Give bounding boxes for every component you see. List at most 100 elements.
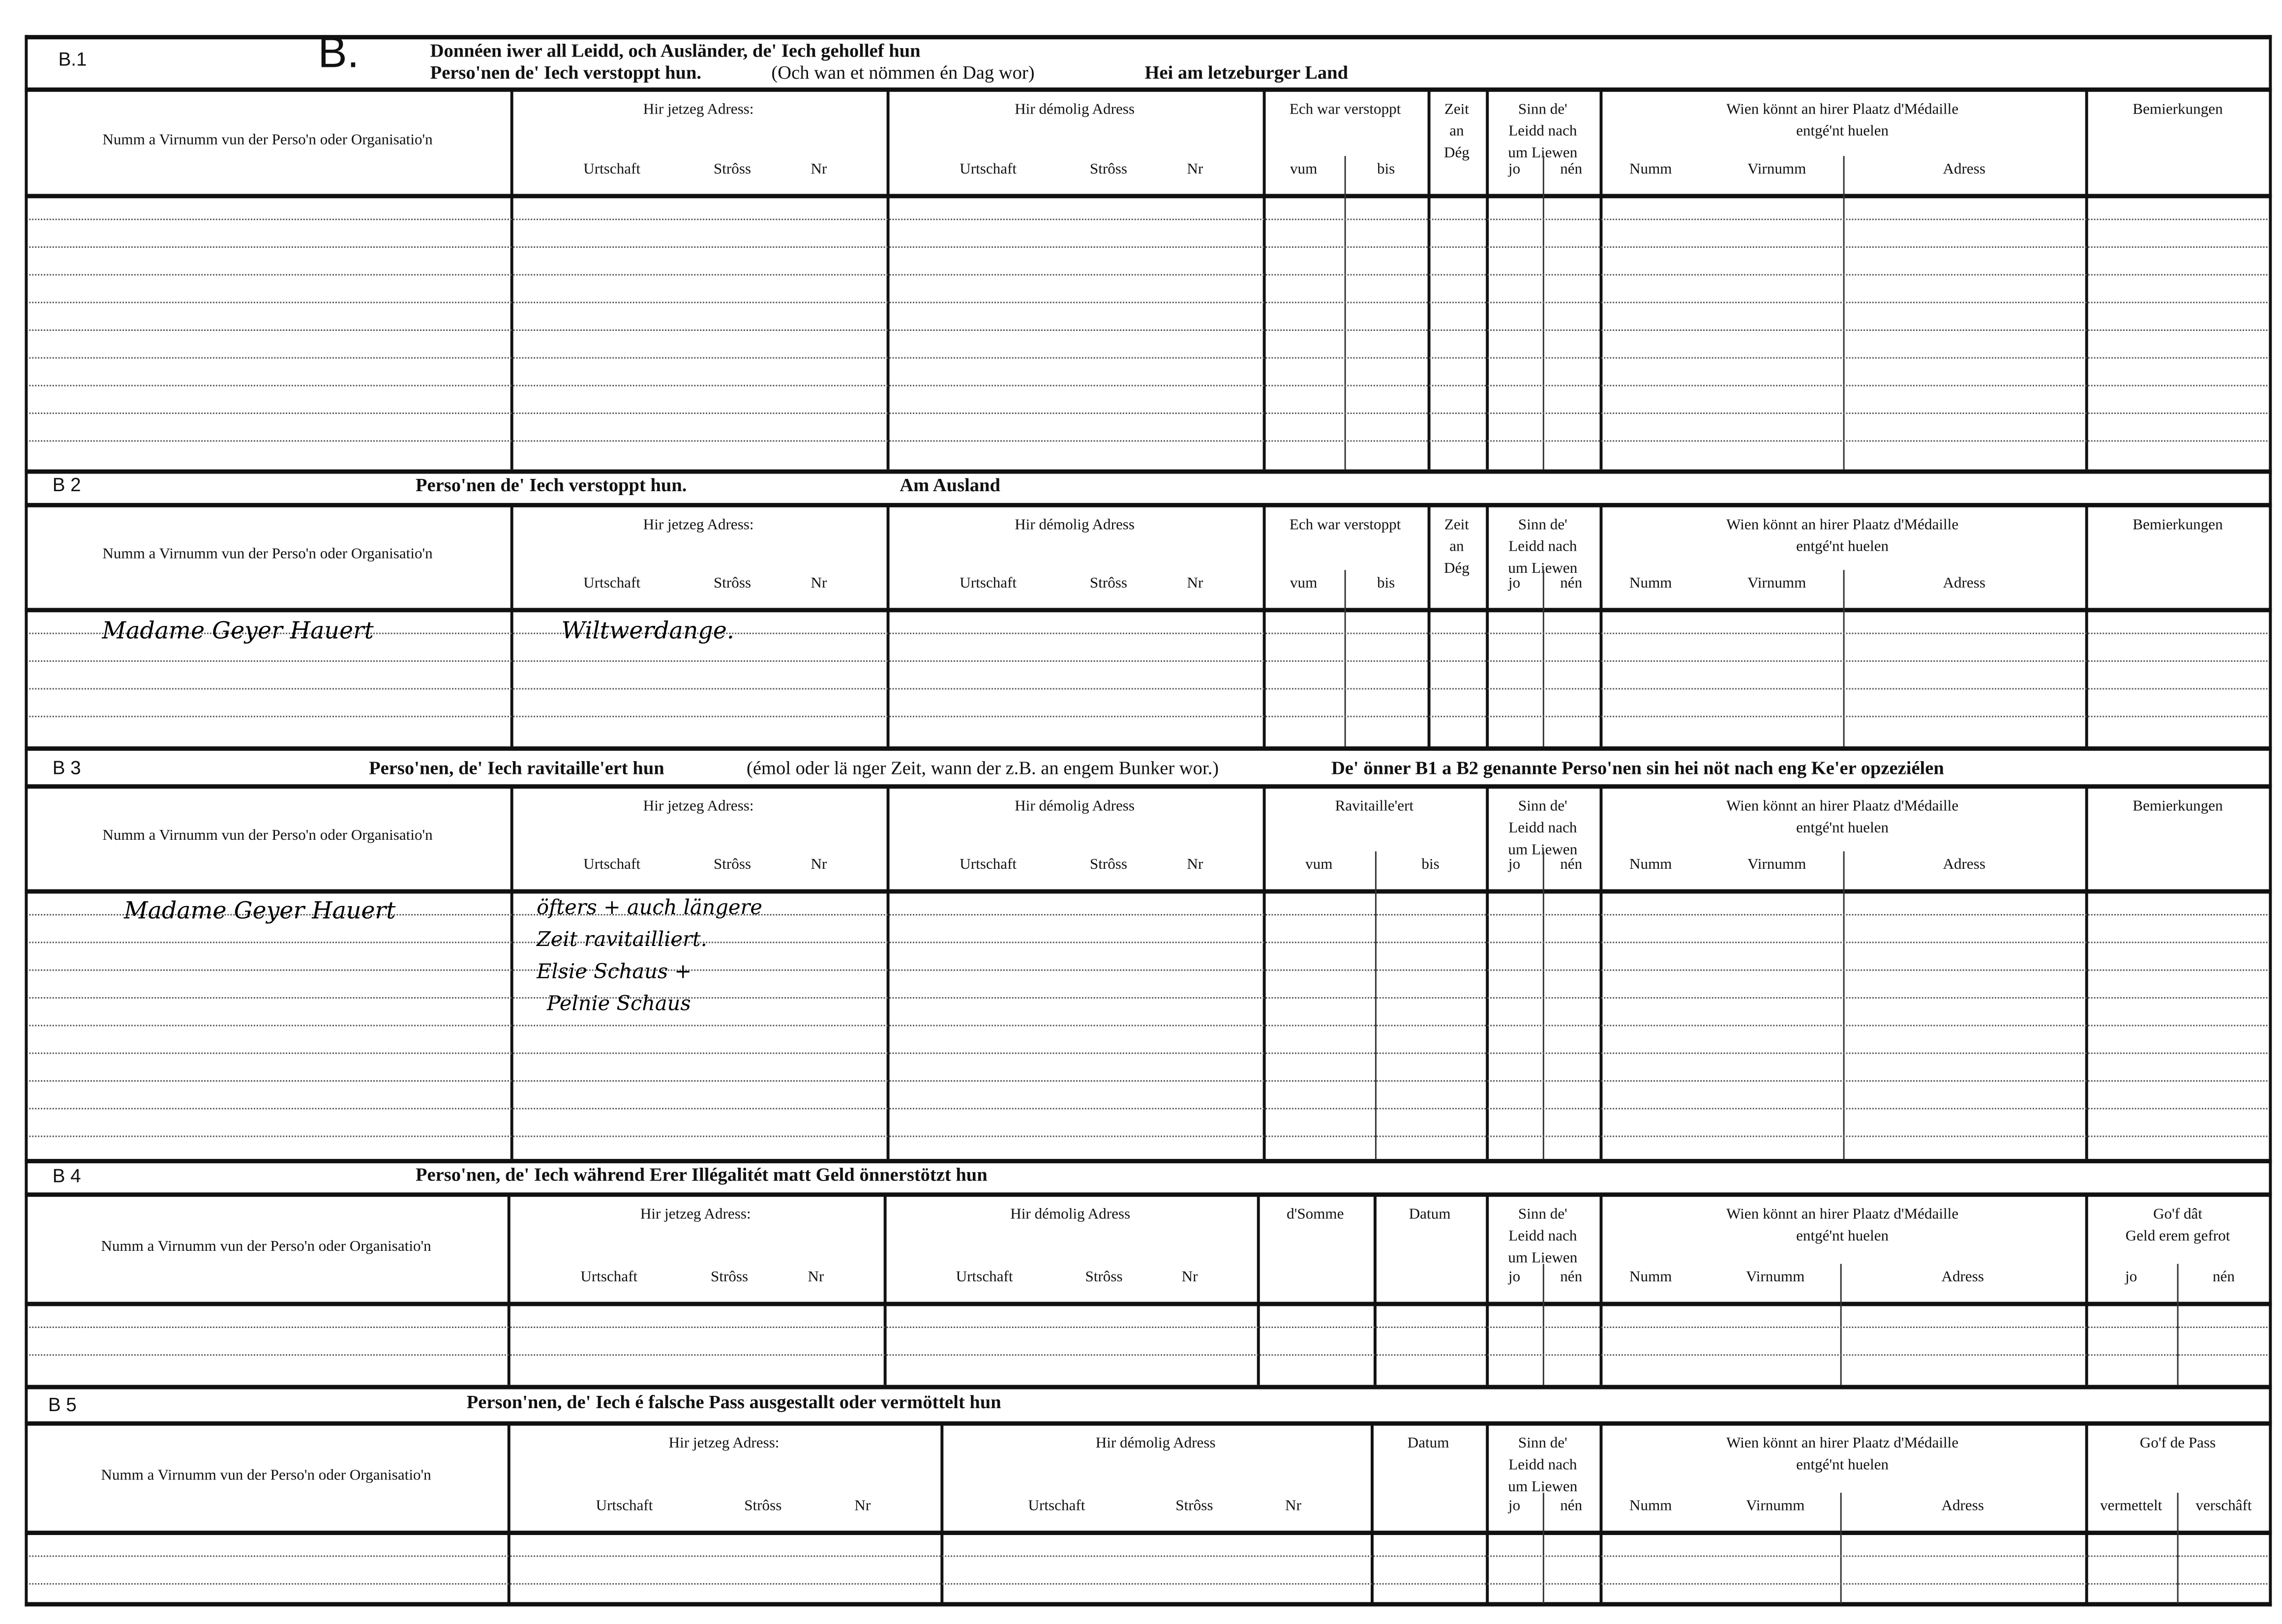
subcolumn-header: Strôss [1089, 857, 1128, 873]
writing-line [29, 914, 2268, 915]
section-b4-body-rule [25, 1301, 2272, 1306]
section-b3-code: B 3 [52, 756, 81, 779]
subcolumn-header: Urtschaft [1028, 1498, 1085, 1515]
subcolumn-divider [1344, 156, 1346, 470]
column-header: Zeit an Dég [1443, 517, 1470, 578]
column-header: Bemierkungen [2132, 102, 2223, 118]
subcolumn-header: Nr [1187, 576, 1203, 592]
subcolumn-header: nén [2212, 1270, 2235, 1286]
writing-line [29, 1052, 2268, 1054]
subcolumn-divider [1344, 570, 1346, 747]
column-header: Wien könnt an hirer Plaatz d'Médaille en… [1726, 517, 1959, 556]
section-b2-code: B 2 [52, 473, 81, 496]
column-header: Wien könnt an hirer Plaatz d'Médaille en… [1726, 798, 1959, 837]
writing-line [29, 1555, 2268, 1557]
column-header: Sinn de' Leidd nach um Liewen [1508, 517, 1578, 578]
section-b2-header-rule [25, 502, 2272, 507]
column-divider [1486, 787, 1489, 1159]
section-b4-top-rule [25, 1159, 2272, 1163]
column-header: Datum [1407, 1436, 1449, 1452]
subcolumn-header: verschâft [2195, 1498, 2252, 1515]
column-header: Wien könnt an hirer Plaatz d'Médaille en… [1726, 102, 1959, 140]
section-b1-title: Hei am letzeburger Land [1144, 61, 1349, 83]
subcolumn-header: vum [1290, 576, 1318, 592]
section-b5-title: Person'nen, de' Iech é falsche Pass ausg… [466, 1390, 1001, 1413]
subcolumn-header: Virnumm [1746, 1498, 1805, 1515]
handwritten-entry: Elsie Schaus + [537, 960, 692, 984]
column-divider [1599, 1195, 1603, 1385]
subcolumn-header: Urtschaft [583, 857, 641, 873]
column-divider [1262, 90, 1266, 470]
section-b3-title: De' önner B1 a B2 genannte Perso'nen sin… [1331, 756, 1944, 779]
frame-bottom-border [25, 1602, 2272, 1607]
subcolumn-header: Adress [1943, 857, 1985, 873]
subcolumn-header: jo [1508, 1270, 1521, 1286]
writing-line [29, 274, 2268, 276]
subcolumn-header: Virnumm [1747, 162, 1806, 178]
section-b3-title: (émol oder lä nger Zeit, wann der z.B. a… [747, 756, 1219, 779]
subcolumn-divider [1542, 851, 1544, 1159]
writing-line [29, 218, 2268, 220]
column-header: Hir jetzeg Adress: [643, 798, 754, 815]
writing-line [29, 969, 2268, 971]
subcolumn-header: Adress [1941, 1270, 1984, 1286]
column-divider [1262, 505, 1266, 747]
column-header: Ech war verstoppt [1289, 102, 1401, 118]
subcolumn-header: Nr [854, 1498, 871, 1515]
subcolumn-header: Strôss [744, 1498, 782, 1515]
column-divider [2085, 1195, 2088, 1385]
handwritten-entry: Zeit ravitailliert. [537, 928, 707, 952]
subcolumn-header: Strôss [713, 162, 751, 178]
subcolumn-header: Strôss [1089, 576, 1128, 592]
writing-line [29, 1583, 2268, 1585]
subcolumn-header: Numm [1629, 1498, 1672, 1515]
column-header: Numm a Virnumm vun der Perso'n oder Orga… [102, 828, 433, 844]
column-header: Hir démolig Adress [1095, 1436, 1216, 1452]
section-b2-top-rule [25, 469, 2272, 474]
writing-line [29, 440, 2268, 442]
subcolumn-divider [2177, 1264, 2179, 1385]
column-divider [2085, 505, 2088, 747]
subcolumn-header: Strôss [711, 1270, 749, 1286]
column-header: Numm a Virnumm vun der Perso'n oder Orga… [101, 1238, 431, 1255]
subcolumn-header: Strôss [1175, 1498, 1213, 1515]
subcolumn-header: Strôss [713, 576, 751, 592]
subcolumn-divider [1542, 156, 1544, 470]
column-divider [510, 90, 513, 470]
column-divider [1257, 1195, 1260, 1385]
column-divider [1599, 505, 1603, 747]
subcolumn-header: Nr [1181, 1270, 1198, 1286]
section-b4-title: Perso'nen, de' Iech während Erer Illégal… [415, 1163, 988, 1185]
section-b5-body-rule [25, 1531, 2272, 1535]
section-b5-top-rule [25, 1385, 2272, 1389]
subcolumn-header: nén [1560, 162, 1583, 178]
section-b3-title: Perso'nen, de' Iech ravitaille'ert hun [369, 756, 664, 779]
column-divider [883, 1195, 887, 1385]
writing-line [29, 660, 2268, 662]
section-b4-header-rule [25, 1192, 2272, 1197]
subcolumn-header: Urtschaft [583, 162, 641, 178]
column-header: Go'f dât Geld erem gefrot [2125, 1207, 2230, 1245]
column-divider [886, 505, 890, 747]
column-divider [1599, 787, 1603, 1159]
section-b1-body-rule [25, 194, 2272, 199]
subcolumn-divider [1375, 851, 1377, 1159]
subcolumn-header: Nr [811, 162, 827, 178]
section-b2-body-rule [25, 608, 2272, 613]
subcolumn-divider [1840, 1264, 1842, 1385]
column-divider [1599, 90, 1603, 470]
column-divider [1371, 1424, 1374, 1604]
writing-line [29, 1354, 2268, 1356]
section-b1-top-rule [25, 35, 2272, 40]
subcolumn-header: Adress [1943, 162, 1985, 178]
writing-line [29, 688, 2268, 690]
handwritten-entry: Wiltwerdange. [561, 617, 734, 645]
column-divider [2085, 1424, 2088, 1604]
subcolumn-divider [1542, 1264, 1544, 1385]
column-divider [1486, 1424, 1489, 1604]
column-divider [1486, 505, 1489, 747]
subcolumn-header: Urtschaft [956, 1270, 1013, 1286]
column-header: Sinn de' Leidd nach um Liewen [1508, 1436, 1578, 1496]
section-b1-title: Perso'nen de' Iech verstoppt hun. [430, 61, 702, 83]
